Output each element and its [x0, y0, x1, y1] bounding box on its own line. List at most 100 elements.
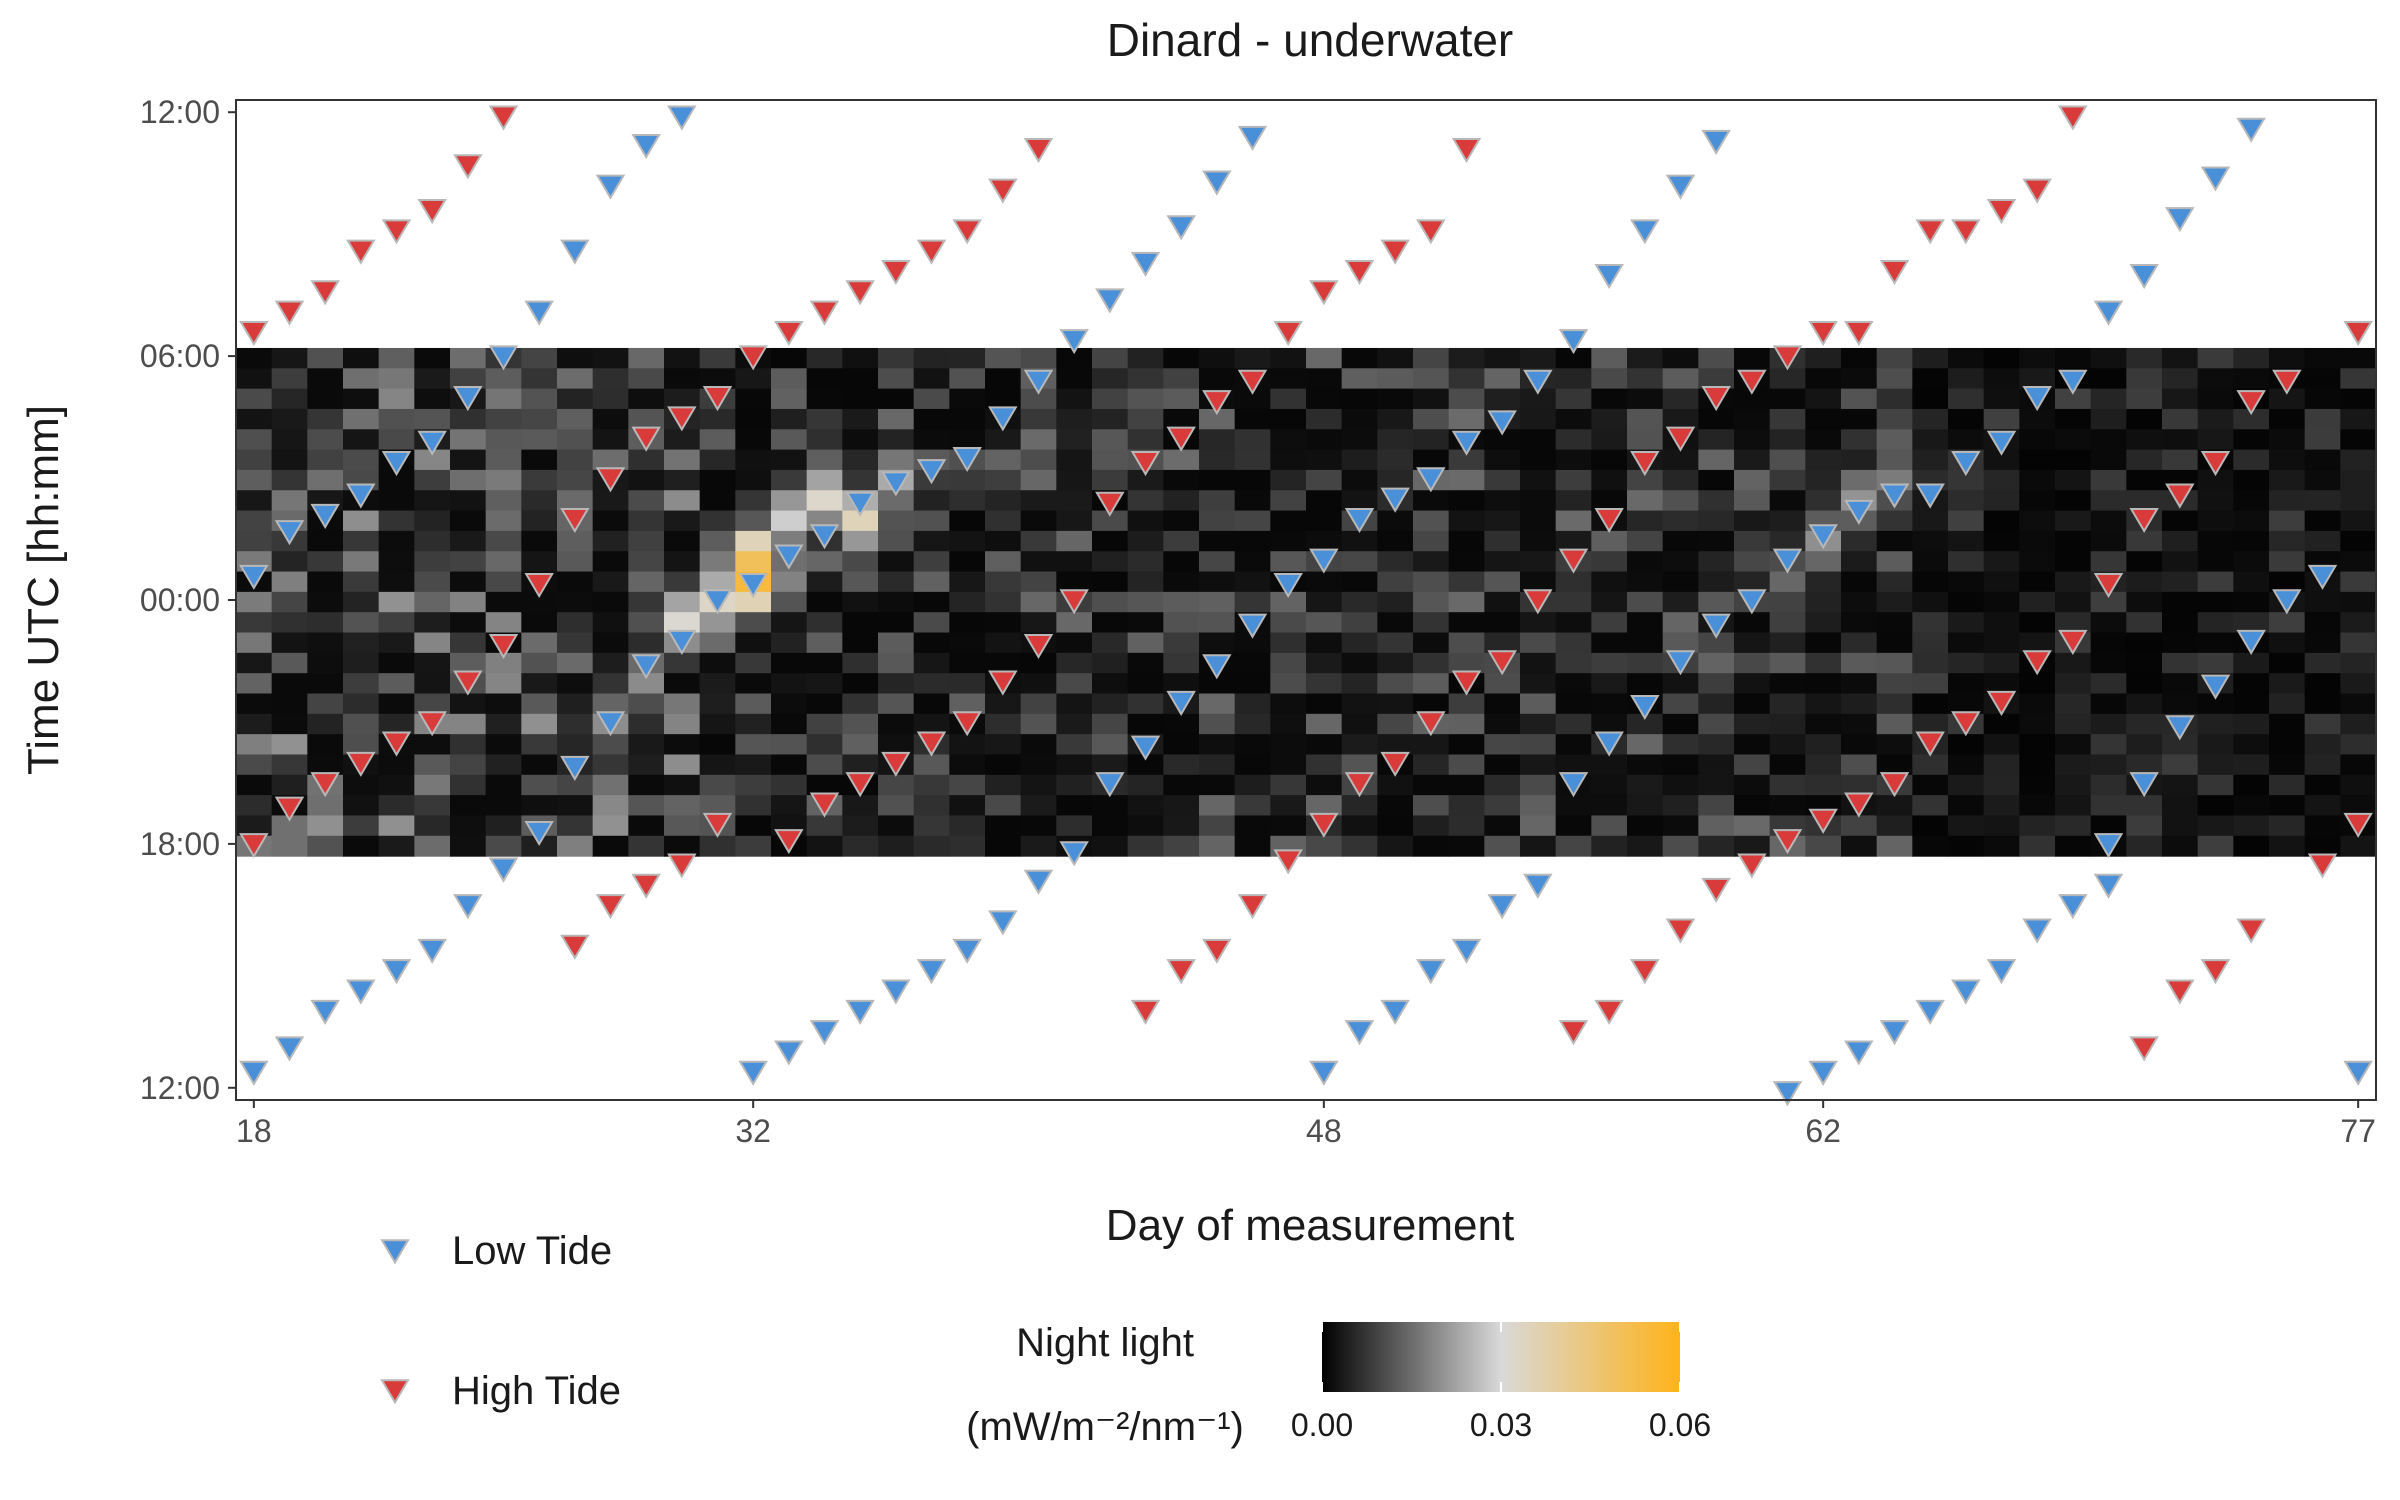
- heatmap-cell: [1163, 774, 1200, 796]
- high-tide-marker: [988, 178, 1018, 204]
- high-tide-marker: [2093, 572, 2124, 599]
- heatmap-cell: [1484, 490, 1521, 512]
- heatmap-cell: [343, 571, 380, 593]
- heatmap-cell: [842, 673, 879, 695]
- heatmap-cell: [771, 612, 808, 634]
- heatmap-cell: [1983, 510, 2020, 532]
- heatmap-cell: [1912, 388, 1949, 410]
- heatmap-cell: [771, 652, 808, 674]
- heatmap-cell: [1769, 408, 1806, 430]
- heatmap-cell: [2340, 774, 2377, 796]
- heatmap-cell: [1948, 571, 1985, 593]
- heatmap-cell: [1555, 693, 1592, 715]
- heatmap-cell: [343, 835, 380, 857]
- high-tide-marker: [1166, 959, 1196, 985]
- heatmap-cell: [1270, 368, 1307, 390]
- heatmap-cell: [307, 530, 344, 552]
- heatmap-cell: [557, 673, 594, 695]
- high-tide-marker: [1202, 390, 1232, 416]
- low-tide-marker: [1130, 735, 1161, 761]
- heatmap-cell: [1912, 612, 1949, 634]
- heatmap-cell: [1163, 530, 1200, 552]
- high-tide-marker: [346, 239, 376, 265]
- heatmap-cell: [2340, 693, 2377, 715]
- low-tide-marker: [1701, 613, 1731, 639]
- heatmap-cell: [1627, 673, 1664, 695]
- high-tide-marker: [1701, 877, 1731, 903]
- heatmap-cell: [1983, 449, 2020, 471]
- high-tide-marker: [1915, 219, 1945, 245]
- heatmap-cell: [842, 408, 879, 430]
- heatmap-cell: [1020, 835, 1057, 857]
- heatmap-cell: [1769, 693, 1806, 715]
- heatmap-cell: [1948, 754, 1985, 776]
- heatmap-cell: [1734, 571, 1771, 593]
- heatmap-cell: [2162, 754, 2199, 776]
- heatmap-cell: [2019, 408, 2056, 430]
- high-tide-marker: [1915, 731, 1945, 757]
- heatmap-cell: [949, 551, 986, 573]
- heatmap-cell: [628, 774, 665, 796]
- low-tide-marker: [274, 1036, 305, 1062]
- heatmap-cell: [1413, 693, 1450, 715]
- colorbar-title: Night light: [1016, 1321, 1194, 1365]
- heatmap-cell: [557, 469, 594, 491]
- heatmap-cell: [1448, 612, 1485, 634]
- heatmap-cell: [1734, 632, 1771, 654]
- heatmap-cell: [1734, 612, 1771, 634]
- heatmap-cell: [1805, 652, 1842, 674]
- heatmap-cell: [1591, 449, 1628, 471]
- heatmap-cell: [913, 693, 950, 715]
- heatmap-cell: [521, 510, 558, 532]
- low-tide-marker: [1772, 1081, 1803, 1107]
- heatmap-cell: [842, 713, 879, 735]
- heatmap-cell: [485, 530, 522, 552]
- heatmap-cell: [2126, 795, 2163, 817]
- high-tide-marker: [1594, 507, 1624, 534]
- heatmap-cell: [414, 673, 451, 695]
- heatmap-cell: [913, 347, 950, 369]
- heatmap-cell: [343, 449, 380, 471]
- heatmap-cell: [236, 754, 273, 776]
- heatmap-cell: [1841, 571, 1878, 593]
- heatmap-cell: [343, 693, 380, 715]
- heatmap-cell: [343, 774, 380, 796]
- heatmap-cell: [378, 510, 415, 532]
- heatmap-cell: [1092, 835, 1129, 857]
- heatmap-cell: [1270, 652, 1307, 674]
- heatmap-cell: [1056, 530, 1093, 552]
- heatmap-cell: [771, 591, 808, 613]
- heatmap-cell: [1591, 429, 1628, 451]
- heatmap-cell: [1698, 368, 1735, 390]
- heatmap-cell: [2340, 551, 2377, 573]
- heatmap-cell: [1805, 469, 1842, 491]
- low-tide-marker: [1665, 174, 1696, 200]
- heatmap-cell: [2055, 734, 2092, 756]
- heatmap-cell: [1734, 713, 1771, 735]
- heatmap-cell: [628, 368, 665, 390]
- heatmap-cell: [2197, 510, 2234, 532]
- heatmap-cell: [1413, 510, 1450, 532]
- low-tide-marker: [1095, 288, 1125, 314]
- heatmap-cell: [949, 388, 986, 410]
- heatmap-cell: [2233, 713, 2270, 735]
- heatmap-cell: [1199, 408, 1236, 430]
- heatmap-cell: [1591, 368, 1628, 390]
- heatmap-cell: [2269, 530, 2306, 552]
- heatmap-cell: [1627, 429, 1664, 451]
- heatmap-cell: [1020, 754, 1057, 776]
- heatmap-cell: [664, 774, 701, 796]
- low-tide-marker: [381, 451, 412, 477]
- heatmap-cell: [450, 632, 487, 654]
- heatmap-cell: [1020, 429, 1057, 451]
- heatmap-cell: [1163, 632, 1200, 654]
- heatmap-cell: [1270, 429, 1307, 451]
- heatmap-cell: [1306, 469, 1343, 491]
- heatmap-cell: [771, 734, 808, 756]
- heatmap-cell: [1983, 530, 2020, 552]
- heatmap-cell: [699, 408, 736, 430]
- heatmap-cell: [628, 388, 665, 410]
- heatmap-cell: [2340, 408, 2377, 430]
- heatmap-cell: [2090, 347, 2127, 369]
- heatmap-cell: [664, 652, 701, 674]
